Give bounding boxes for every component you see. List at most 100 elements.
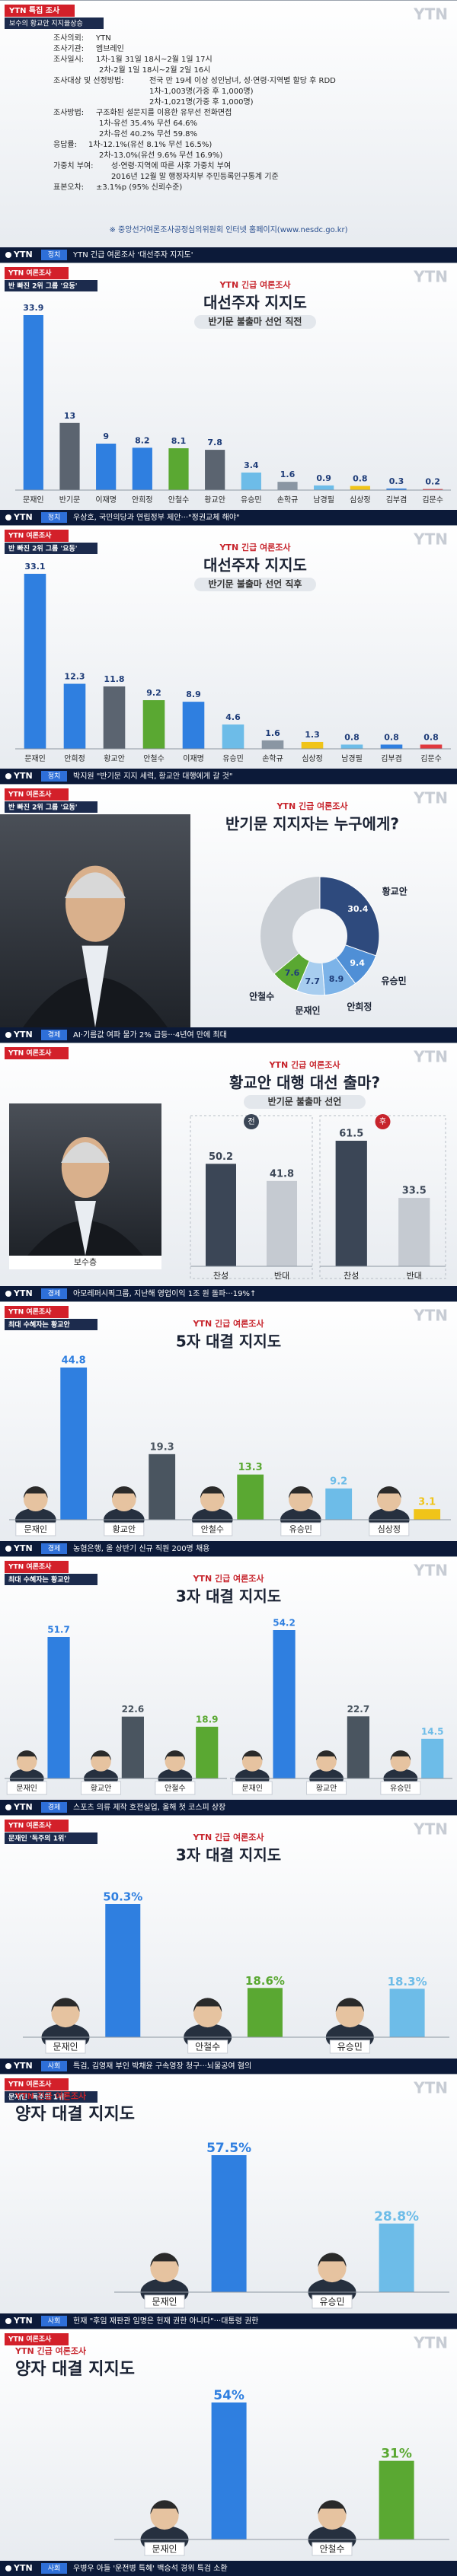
value-label: 50.2 xyxy=(209,1151,233,1163)
chart-title: 황교안 대행 대선 출마? xyxy=(229,1074,380,1092)
name-box xyxy=(192,1522,233,1536)
value-label: 12.3 xyxy=(64,672,85,682)
bar xyxy=(206,1164,236,1266)
category-label: 안희정 xyxy=(64,754,85,763)
tag-text: YTN 여론조사 xyxy=(8,1821,52,1830)
bar xyxy=(379,2460,414,2539)
survey-line: 1차-유선 35.4% 무선 64.6% xyxy=(99,119,197,128)
ticker-text: 스포츠 의류 제작 호전실업, 올해 첫 코스피 상장 xyxy=(73,1802,225,1812)
category-label: 유승민 xyxy=(222,754,244,763)
chart-title: 양자 대결 지지도 xyxy=(15,2105,135,2124)
survey-line: 2차-유선 40.2% 무선 59.8% xyxy=(99,129,197,139)
subtitle-box xyxy=(194,578,316,591)
category-label: 손학규 xyxy=(277,495,299,505)
photo-shirt xyxy=(81,945,109,1027)
value-label: 1.6 xyxy=(280,470,296,479)
category-label: 문재인 xyxy=(152,2297,177,2307)
value-label: 22.6 xyxy=(122,1704,145,1715)
category-label: 김부겸 xyxy=(381,754,402,763)
bar xyxy=(414,1509,441,1520)
tag-box xyxy=(5,543,97,554)
ticker-section-box xyxy=(41,1030,67,1040)
bar xyxy=(386,488,407,490)
tag-text: YTN 여론조사 xyxy=(8,2080,52,2089)
category-label: 남경필 xyxy=(313,495,334,505)
portrait-hair xyxy=(376,1486,401,1498)
ticker-section-box xyxy=(41,2061,67,2071)
bar xyxy=(350,486,370,490)
survey-line: YTN xyxy=(95,34,111,43)
category-label: 찬성 xyxy=(344,1270,359,1281)
chart-title: 5자 대결 지지도 xyxy=(176,1333,281,1351)
bar xyxy=(196,1727,219,1778)
value-label: 41.8 xyxy=(270,1168,294,1180)
category-label: 손학규 xyxy=(262,754,283,763)
slice-value: 7.7 xyxy=(305,976,321,986)
ticker-section: 경제 xyxy=(48,1030,61,1040)
slice-value: 8.9 xyxy=(329,974,344,984)
bar xyxy=(325,1488,353,1520)
bar xyxy=(60,1368,88,1520)
name-box xyxy=(144,2542,185,2556)
survey-label: 조사대상 및 선정방법: xyxy=(53,76,124,85)
bar xyxy=(347,1716,369,1778)
slice-value: 30.4 xyxy=(347,904,368,914)
ticker-bar xyxy=(0,769,457,784)
tag-text: 최대 수혜자는 황교안 xyxy=(8,1320,71,1329)
tag-text: YTN 여론조사 xyxy=(8,1049,52,1058)
slice-value: 7.6 xyxy=(285,968,300,978)
name-box xyxy=(155,1781,196,1795)
category-label: 문재인 xyxy=(24,1524,47,1534)
tag-text: 반 빠진 2위 그룹 '요동' xyxy=(8,282,78,291)
name-box xyxy=(369,1522,410,1536)
tag-text: YTN 여론조사 xyxy=(8,2335,52,2344)
tag-box xyxy=(5,2078,69,2090)
ticker-dot xyxy=(5,1546,11,1552)
survey-line: 1차-12.1%(유선 8.1% 무선 16.5%) xyxy=(88,140,212,149)
category-label: 유승민 xyxy=(289,1524,312,1534)
portrait-hair xyxy=(390,1750,411,1761)
tag-text: YTN 여론조사 xyxy=(8,790,52,799)
bar xyxy=(205,450,225,490)
survey-line: 2차-2월 1일 18시~2월 2일 16시 xyxy=(99,65,210,75)
ticker-section: 경제 xyxy=(48,1803,61,1812)
tag-box xyxy=(5,530,69,542)
value-label: 28.8% xyxy=(374,2209,419,2224)
tag-box xyxy=(5,1561,69,1573)
chart-subtitle: 반기문 불출마 선언 직후 xyxy=(209,578,302,590)
logo: YTN xyxy=(413,530,448,549)
bar xyxy=(379,2223,414,2292)
value-label: 9 xyxy=(103,431,109,441)
category-label: 황교안 xyxy=(204,495,225,505)
ticker-text: 우상호, 국민의당과 연립정부 제안···"정권교체 해야" xyxy=(73,512,240,522)
name-box xyxy=(312,2542,353,2556)
ticker-logo: YTN xyxy=(13,771,33,781)
value-label: 13 xyxy=(64,411,75,421)
survey-label: 조사일시: xyxy=(53,55,84,64)
tag-text: YTN 여론조사 xyxy=(8,1562,52,1571)
brand: YTN 긴급 여론조사 xyxy=(268,1059,340,1070)
value-label: 0.8 xyxy=(384,732,399,742)
survey-line: 2차-13.0%(유선 9.6% 무선 16.9%) xyxy=(99,151,222,160)
ticker-text: 특검, 김영재 부인 박채윤 구속영장 청구···뇌물공여 혐의 xyxy=(73,2062,251,2071)
bar xyxy=(182,702,205,749)
ticker-dot xyxy=(5,252,11,258)
category-label: 김문수 xyxy=(420,754,442,763)
ticker-section: 사회 xyxy=(48,2062,61,2071)
name-box xyxy=(6,1781,47,1795)
tag-box xyxy=(5,280,97,291)
logo: YTN xyxy=(413,268,448,286)
bar xyxy=(211,2402,247,2539)
portrait-hair xyxy=(200,1486,225,1498)
value-label: 11.8 xyxy=(104,674,124,684)
value-label: 54% xyxy=(213,2388,244,2403)
bar xyxy=(105,1904,141,2037)
chart-title: 양자 대결 지지도 xyxy=(15,2360,135,2379)
bar xyxy=(340,744,363,749)
value-label: 0.8 xyxy=(353,474,368,484)
bar xyxy=(277,482,298,490)
name-box xyxy=(15,1522,56,1536)
ticker-section: 경제 xyxy=(48,1289,61,1298)
brand: YTN 긴급 여론조사 xyxy=(192,1318,264,1329)
category-label: 심상정 xyxy=(378,1524,401,1534)
